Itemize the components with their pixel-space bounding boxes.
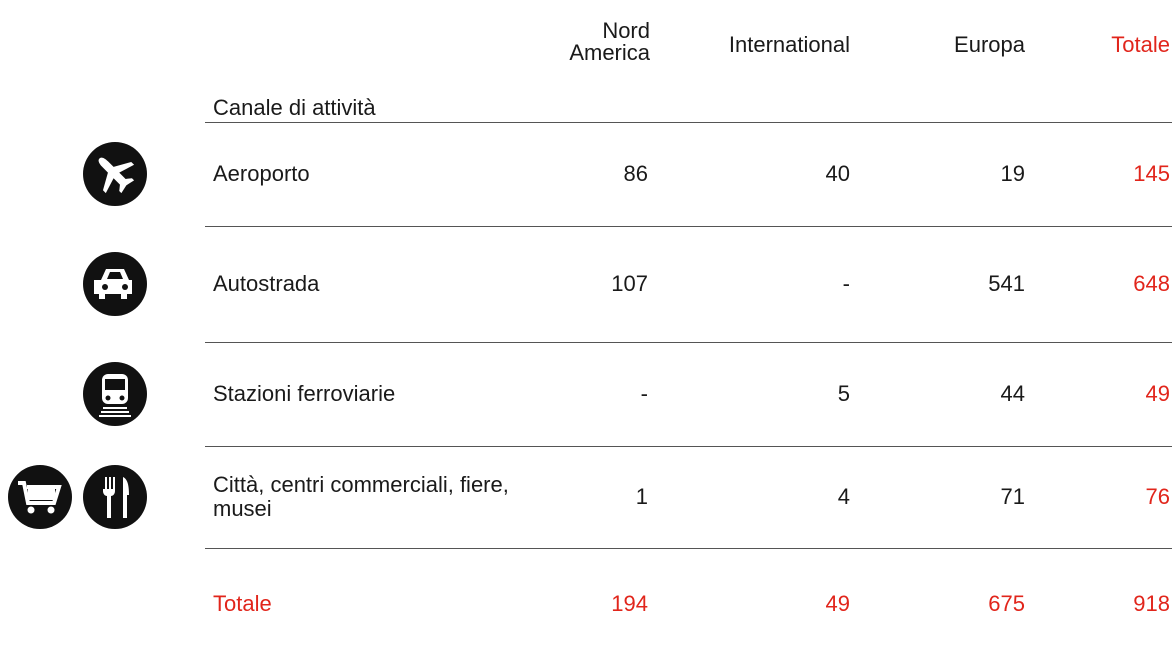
total-cell: 918: [1133, 591, 1170, 616]
cell: 40: [825, 161, 850, 186]
cell: 4: [837, 484, 850, 509]
column-header: Totale: [1111, 32, 1170, 57]
cell: 107: [611, 271, 648, 296]
row-divider: [205, 342, 1172, 343]
cell: 648: [1133, 271, 1170, 296]
restaurant-icon: [83, 465, 147, 529]
row-divider: [205, 548, 1172, 549]
row-label: Stazioni ferroviarie: [213, 381, 396, 406]
cell: 49: [1145, 381, 1170, 406]
cell: -: [640, 381, 648, 406]
row-label: Aeroporto: [213, 161, 310, 186]
total-label: Totale: [213, 591, 272, 616]
cell: 76: [1145, 484, 1170, 509]
cell: 44: [1000, 381, 1025, 406]
column-header: Nord America: [569, 18, 650, 65]
cell: -: [842, 271, 850, 296]
cell: 71: [1000, 484, 1025, 509]
train-icon: [83, 362, 147, 426]
cell: 1: [635, 484, 648, 509]
total-cell: 194: [611, 591, 648, 616]
row-divider: [205, 122, 1172, 123]
cell: 86: [623, 161, 648, 186]
row-divider: [205, 226, 1172, 227]
total-cell: 675: [988, 591, 1025, 616]
cell: 541: [988, 271, 1025, 296]
cell: 19: [1000, 161, 1025, 186]
row-divider: [205, 446, 1172, 447]
column-header: International: [728, 32, 850, 57]
cell: 5: [837, 381, 850, 406]
row-label: Città, centri commerciali, fiere, musei: [213, 472, 509, 521]
row-label: Autostrada: [213, 271, 320, 296]
cell: 145: [1133, 161, 1170, 186]
car-icon: [83, 252, 147, 316]
channel-header: Canale di attività: [213, 95, 376, 120]
column-header: Europa: [954, 32, 1025, 57]
total-cell: 49: [825, 591, 850, 616]
plane-icon: [83, 142, 147, 206]
cart-icon: [8, 465, 72, 529]
